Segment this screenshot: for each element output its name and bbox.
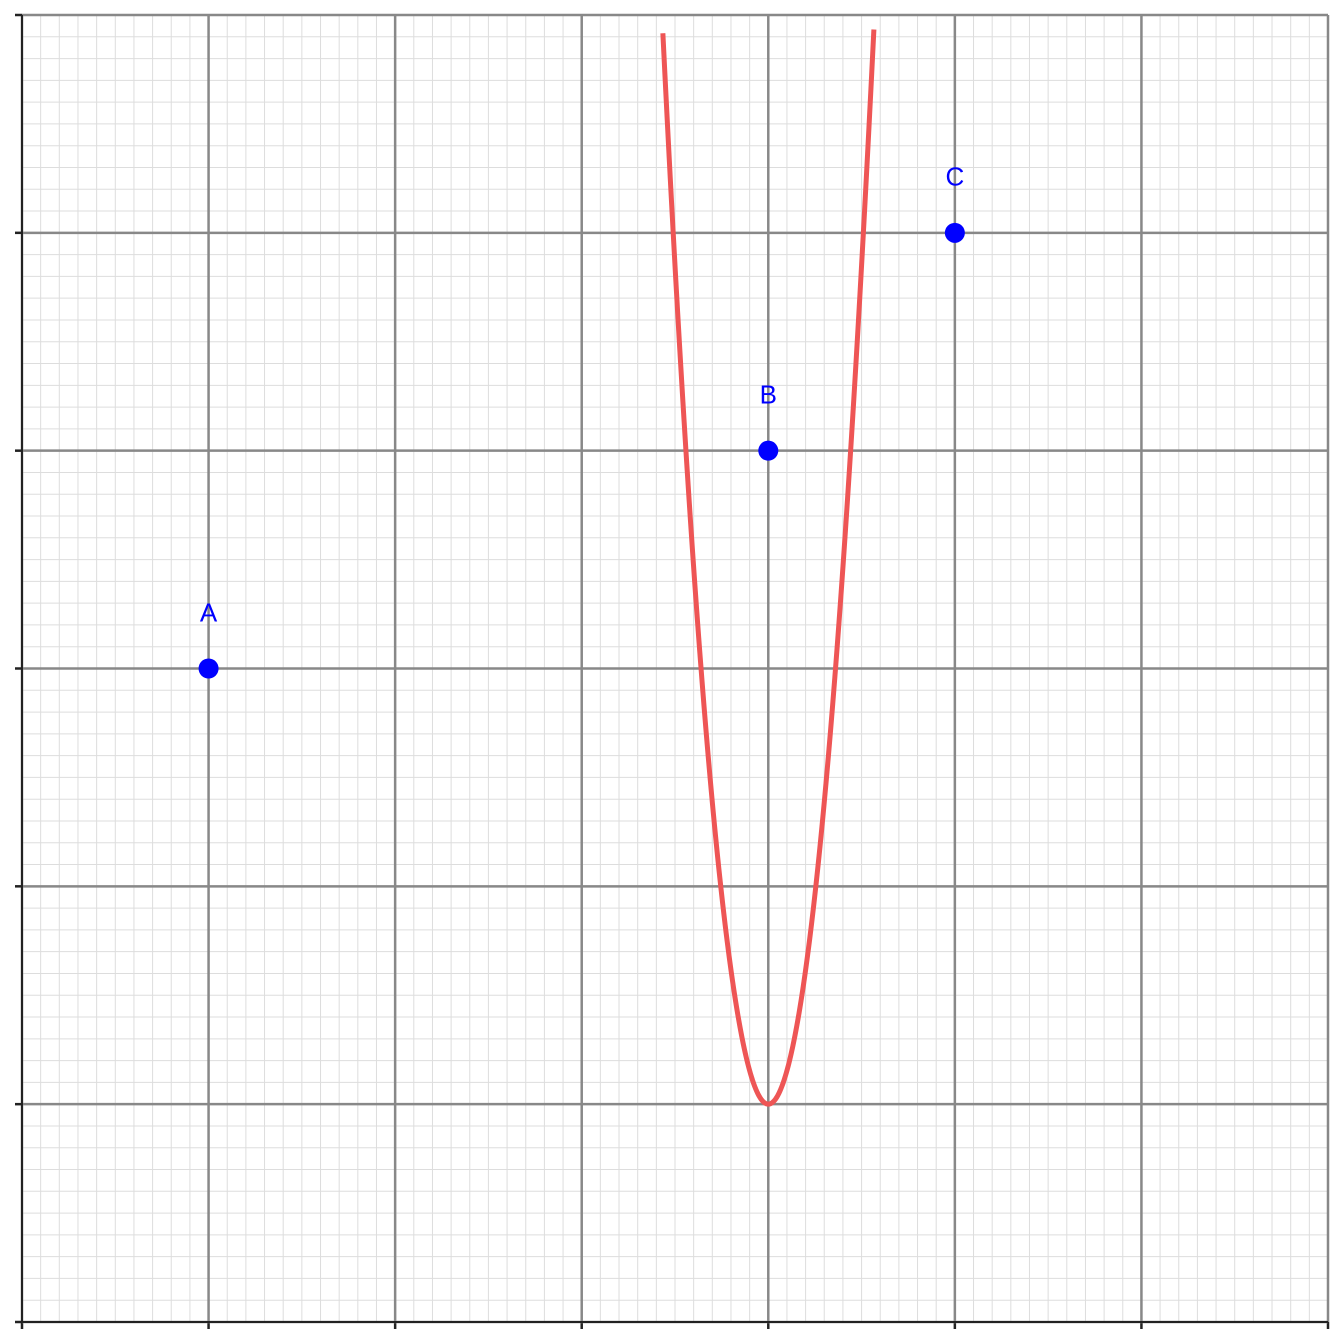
point [944, 222, 965, 243]
point [758, 440, 779, 461]
point-label: A [200, 597, 218, 627]
point-label: C [945, 162, 964, 192]
parabola [660, 29, 877, 1107]
point [198, 658, 219, 679]
point-label: B [760, 380, 777, 410]
